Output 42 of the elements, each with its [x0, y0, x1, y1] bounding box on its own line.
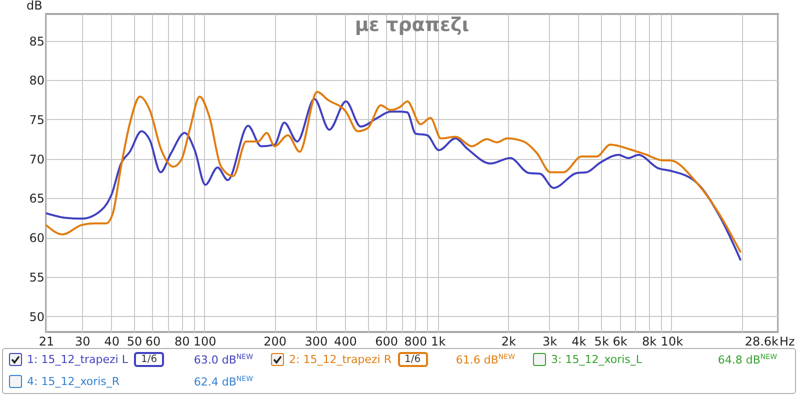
y-tick-label: 55: [29, 270, 44, 284]
x-tick-label: 60: [145, 334, 161, 348]
x-tick-label: 400: [334, 334, 357, 348]
y-tick-label: 75: [29, 112, 44, 127]
x-tick-label: 1k: [431, 334, 446, 348]
x-tick-label: 300: [304, 334, 328, 348]
y-tick-label: 50: [29, 310, 44, 324]
legend-label: 3: 15_12_xoris_L: [551, 353, 642, 366]
legend-label: 1: 15_12_trapezi L: [27, 353, 128, 366]
x-tick-label: 5k: [594, 334, 609, 348]
x-tick-label: 3k: [542, 334, 558, 348]
x-tick-label: 50: [126, 334, 142, 348]
text: 61.6 dB$^{NEW}$: [456, 352, 515, 366]
y-tick-label: 85: [29, 34, 44, 48]
x-tick-label: 6k: [612, 334, 628, 348]
text: 62.4 dB$^{NEW}$: [194, 374, 253, 388]
text: 63.0 dB$^{NEW}$: [194, 352, 253, 366]
x-tick-label: 8k: [642, 334, 657, 348]
x-tick-label: 80: [174, 334, 190, 348]
text: 1/6: [398, 352, 428, 367]
x-axis-title: Hz: [780, 334, 795, 348]
x-tick-label: 4k: [572, 334, 586, 348]
y-tick-label: 65: [29, 192, 44, 206]
y-axis-title: dB: [26, 0, 42, 12]
text: 1/6: [134, 352, 164, 367]
x-tick-label: 800: [404, 334, 428, 348]
x-tick-label: 2k: [501, 334, 516, 348]
x-tick-label: 100: [193, 334, 216, 348]
x-tick-label: 200: [264, 334, 287, 348]
x-tick-label: 40: [104, 334, 120, 348]
x-tick-label: 10k: [660, 334, 684, 348]
x-tick-label: 28.6k: [744, 334, 779, 348]
y-tick-label: 70: [29, 152, 44, 166]
x-tick-label: 21: [38, 334, 54, 348]
legend-label: 2: 15_12_trapezi R: [289, 353, 392, 366]
x-tick-label: 600: [375, 334, 398, 348]
text: 64.8 dB$^{NEW}$: [718, 352, 777, 366]
y-tick-label: 60: [29, 231, 44, 246]
chart-title: με τραπεζι: [354, 14, 470, 36]
x-tick-label: 30: [75, 334, 90, 348]
y-tick-label: 80: [29, 74, 44, 88]
legend-label: 4: 15_12_xoris_R: [27, 375, 120, 388]
